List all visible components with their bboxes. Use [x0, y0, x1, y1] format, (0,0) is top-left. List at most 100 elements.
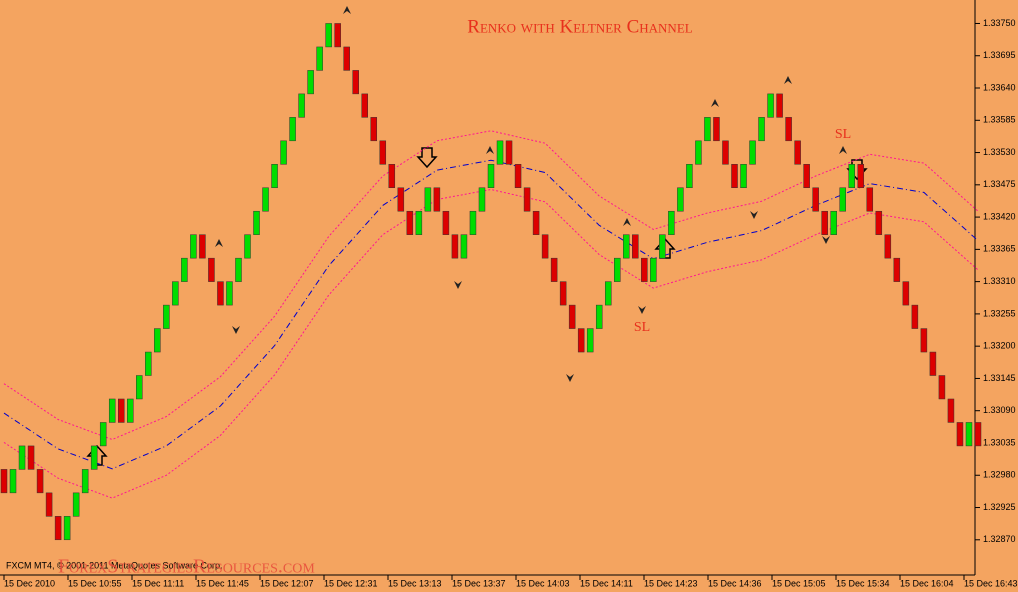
y-tick-label: 1.33695: [983, 50, 1016, 60]
renko-brick: [695, 140, 702, 165]
x-tick-label: 15 Dec 14:03: [516, 578, 570, 588]
renko-brick: [262, 187, 269, 212]
renko-brick: [280, 140, 287, 165]
renko-brick: [190, 234, 197, 259]
renko-brick: [370, 117, 378, 142]
renko-brick: [181, 257, 188, 282]
renko-brick: [677, 187, 684, 212]
renko-brick: [866, 187, 874, 212]
renko-brick: [541, 234, 549, 259]
renko-brick: [352, 70, 359, 95]
renko-brick: [632, 234, 639, 259]
renko-brick: [803, 164, 810, 189]
renko-brick: [875, 210, 883, 235]
renko-brick: [63, 516, 71, 541]
watermark: ForexStrategiesResources.com: [58, 556, 315, 578]
renko-brick: [90, 445, 98, 470]
fractal-marker: [638, 306, 646, 314]
renko-brick: [397, 187, 405, 212]
fractal-marker: [486, 146, 494, 154]
x-tick-label: 15 Dec 14:36: [708, 578, 762, 588]
renko-brick: [893, 257, 901, 282]
y-tick-label: 1.33200: [983, 341, 1016, 351]
channel-line: [3, 130, 979, 441]
renko-brick: [9, 469, 17, 494]
x-tick-label: 15 Dec 11:45: [196, 578, 249, 588]
x-tick-label: 15 Dec 14:23: [644, 578, 698, 588]
renko-brick: [731, 164, 738, 189]
stop-loss-label: SL: [835, 127, 851, 142]
renko-brick: [821, 210, 828, 235]
renko-brick: [117, 398, 125, 423]
renko-brick: [857, 164, 865, 189]
renko-brick: [253, 210, 260, 235]
fractal-marker: [623, 218, 631, 226]
renko-brick: [776, 93, 783, 118]
renko-brick: [767, 93, 774, 118]
renko-brick: [72, 492, 80, 517]
renko-brick: [929, 351, 937, 376]
renko-brick: [478, 187, 486, 212]
renko-brick: [487, 164, 495, 189]
y-tick-label: 1.33365: [983, 244, 1016, 254]
renko-brick: [442, 210, 450, 235]
renko-brick: [235, 257, 242, 282]
x-tick-label: 15 Dec 10:55: [68, 578, 122, 588]
renko-brick: [36, 469, 44, 494]
renko-brick: [704, 117, 711, 142]
y-tick-label: 1.32925: [983, 502, 1016, 512]
renko-brick: [81, 469, 89, 494]
renko-brick: [920, 328, 928, 353]
sell-arrow: [416, 147, 438, 169]
y-tick-label: 1.33475: [983, 179, 1016, 189]
renko-brick: [496, 140, 504, 165]
fractal-marker: [343, 6, 351, 14]
renko-brick: [226, 281, 233, 306]
renko-brick: [199, 234, 206, 259]
renko-brick: [108, 398, 116, 423]
fractal-marker: [232, 326, 240, 334]
renko-brick: [145, 351, 152, 376]
renko-brick: [749, 140, 756, 165]
renko-brick: [713, 117, 720, 142]
renko-brick: [974, 422, 982, 447]
renko-brick: [172, 281, 179, 306]
renko-brick: [343, 46, 350, 71]
y-tick-label: 1.33090: [983, 405, 1016, 415]
renko-brick: [325, 23, 332, 48]
renko-brick: [469, 210, 477, 235]
fractal-marker: [215, 239, 223, 247]
y-tick-label: 1.33420: [983, 211, 1016, 221]
renko-brick: [18, 445, 26, 470]
renko-brick: [595, 304, 603, 329]
fractal-marker: [822, 236, 830, 244]
stop-loss-label: SL: [634, 320, 650, 335]
renko-brick: [163, 304, 170, 329]
renko-brick: [740, 164, 747, 189]
renko-brick: [568, 304, 576, 329]
renko-brick: [388, 164, 396, 189]
x-tick-label: 15 Dec 15:05: [772, 578, 826, 588]
fractal-marker: [784, 76, 792, 84]
y-tick-label: 1.33530: [983, 147, 1016, 157]
x-tick-label: 15 Dec 13:37: [452, 578, 506, 588]
renko-brick: [271, 164, 278, 189]
renko-brick: [830, 210, 837, 235]
y-tick-label: 1.33750: [983, 18, 1016, 28]
y-tick-label: 1.33035: [983, 437, 1016, 447]
renko-brick: [956, 422, 964, 447]
channel-line: [3, 188, 979, 499]
x-tick-label: 15 Dec 11:11: [132, 578, 184, 588]
y-tick-label: 1.32870: [983, 534, 1016, 544]
renko-brick: [902, 281, 910, 306]
renko-brick: [154, 328, 161, 353]
renko-brick: [54, 516, 62, 541]
renko-brick: [424, 187, 432, 212]
renko-brick: [433, 187, 441, 212]
renko-brick: [668, 210, 675, 235]
x-tick-label: 15 Dec 14:11: [580, 578, 633, 588]
renko-brick: [379, 140, 387, 165]
renko-brick: [298, 93, 305, 118]
x-tick-label: 15 Dec 12:07: [260, 578, 314, 588]
